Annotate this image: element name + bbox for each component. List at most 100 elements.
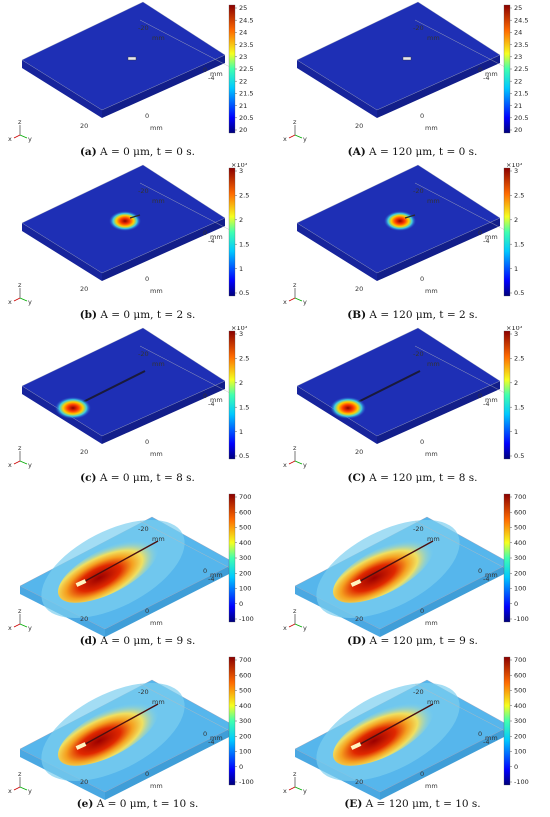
bbox-edge — [139, 520, 231, 569]
colorbar-tick-label: 300 — [514, 554, 526, 562]
axis-tick-front-a: 0 — [420, 438, 424, 446]
axis-y-label: y — [303, 461, 307, 469]
axis-triad: z x y — [283, 281, 307, 306]
colorbar-tick-label: 2 — [239, 379, 243, 387]
axis-x-label: x — [283, 624, 287, 632]
colorbar-tick-label: -100 — [514, 615, 529, 623]
colorbar-multiplier: ×10³ — [231, 163, 248, 169]
colorbar-tick-label: 200 — [514, 569, 526, 577]
axis-y-label: y — [28, 135, 32, 143]
caption-tag: (d) — [79, 635, 97, 647]
axis-tick-top: -20 — [413, 688, 424, 696]
axis-tick-right-b: -4 — [208, 74, 214, 82]
axis-unit-top: mm — [427, 698, 440, 706]
axis-unit-right: mm — [210, 571, 223, 579]
heat-spot — [109, 211, 141, 231]
colorbar-tick-label: 23 — [239, 53, 247, 61]
plate — [21, 327, 226, 444]
axis-tick-front-b: 20 — [355, 778, 363, 786]
bbox-edge — [139, 182, 231, 231]
axis-unit-top: mm — [152, 535, 165, 543]
colorbar-tick-label: 22.5 — [514, 65, 528, 73]
colorbar-tick-label: 2 — [514, 379, 518, 387]
bbox-edge — [414, 182, 506, 231]
axis-tick-top: -20 — [138, 187, 149, 195]
colorbar-tick-label: 20 — [514, 126, 522, 134]
panel-D: -20 mm 0 -4 mm 0 mm 20 z x y 700 600 500 400 300 200 100 0… — [275, 489, 550, 652]
axis-tick-front-b: 20 — [355, 122, 363, 130]
plate — [21, 1, 226, 118]
colorbar-multiplier: ×10³ — [506, 326, 523, 332]
caption-text: A = 120 μm, t = 10 s. — [362, 798, 481, 810]
axis-tick-right-b: -4 — [208, 575, 214, 583]
plate-top — [296, 1, 501, 111]
axis-triad: z x y — [283, 770, 307, 795]
caption-text: A = 0 μm, t = 9 s. — [96, 635, 196, 647]
colorbar-tick-label: 3 — [239, 330, 243, 338]
axis-z-label: z — [293, 118, 297, 126]
axis-unit-front: mm — [150, 782, 163, 790]
plate-side — [377, 218, 500, 281]
colorbar-tick-label: 400 — [239, 702, 251, 710]
colorbar-tick-label: 3 — [514, 167, 518, 175]
plate — [296, 1, 501, 118]
colorbar-tick-label: 600 — [514, 508, 526, 516]
colorbar-tick-label: 0 — [239, 600, 243, 608]
colorbar — [228, 4, 236, 134]
panel-caption: (E) A = 120 μm, t = 10 s. — [275, 798, 550, 810]
colorbar-tick-label: 700 — [239, 656, 251, 664]
caption-tag: (C) — [347, 472, 366, 484]
axis-tick-front-b: 20 — [355, 615, 363, 623]
caption-text: A = 0 μm, t = 10 s. — [93, 798, 199, 810]
colorbar — [503, 4, 511, 134]
axis-tick-right-b: -4 — [483, 575, 489, 583]
plate-front — [22, 60, 102, 118]
colorbar-tick-label: 23.5 — [239, 41, 253, 49]
bbox-edge — [414, 683, 506, 732]
colorbar-tick-label: 0.5 — [239, 452, 249, 460]
colorbar-tick-label: 1 — [514, 265, 518, 273]
plate-side — [102, 381, 225, 444]
colorbar-tick-label: 0.5 — [239, 289, 249, 297]
axis-triad: z x y — [8, 607, 32, 632]
axis-tick-front-b: 20 — [355, 448, 363, 456]
caption-tag: (E) — [344, 798, 363, 810]
axis-tick-front-a: 0 — [420, 607, 424, 615]
panel-caption: (d) A = 0 μm, t = 9 s. — [0, 635, 275, 647]
axis-tick-top: -20 — [138, 24, 149, 32]
scan-track — [352, 703, 434, 749]
axis-tick-right-a: 0 — [478, 66, 482, 74]
axis-unit-front: mm — [425, 782, 438, 790]
axis-unit-front: mm — [425, 450, 438, 458]
colorbar-tick-label: 23 — [514, 53, 522, 61]
colorbar-tick-label: 500 — [514, 687, 526, 695]
colorbar — [503, 656, 511, 786]
axis-triad: z x y — [8, 281, 32, 306]
colorbar — [503, 167, 511, 297]
axis-unit-top: mm — [427, 535, 440, 543]
axis-tick-right-b: -4 — [483, 237, 489, 245]
colorbar-tick-label: 22 — [514, 77, 522, 85]
axis-unit-right: mm — [210, 70, 223, 78]
panel-caption: (e) A = 0 μm, t = 10 s. — [0, 798, 275, 810]
plate-side — [380, 726, 510, 800]
colorbar-tick-label: 1.5 — [239, 403, 249, 411]
axis-tick-front-a: 0 — [145, 438, 149, 446]
axis-tick-right-b: -4 — [483, 738, 489, 746]
axis-unit-right: mm — [485, 396, 498, 404]
colorbar-tick-label: 700 — [239, 493, 251, 501]
panel-b: -20 mm 0 -4 mm 0 mm 20 z x y ×10³ 3 2.5 2 1.5 1 0.5 (b) A … — [0, 163, 275, 326]
colorbar-tick-label: 2.5 — [239, 192, 249, 200]
scan-track — [404, 214, 416, 219]
melt-pool — [75, 742, 87, 750]
axis-tick-top: -20 — [413, 350, 424, 358]
axis-x-label: x — [8, 135, 12, 143]
plate-side — [102, 218, 225, 281]
colorbar-tick-label: 21 — [514, 102, 522, 110]
axis-triad: z x y — [8, 444, 32, 469]
axis-x-label: x — [283, 787, 287, 795]
colorbar-tick-label: 500 — [239, 524, 251, 532]
